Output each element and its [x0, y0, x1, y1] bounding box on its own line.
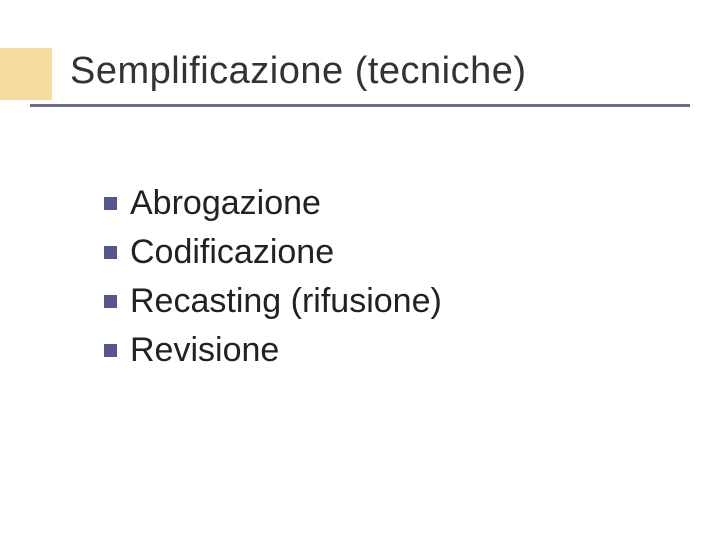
bullet-square-icon: [104, 295, 117, 308]
bullet-square-icon: [104, 246, 117, 259]
bullet-list: Abrogazione Codificazione Recasting (rif…: [104, 184, 442, 380]
list-item: Codificazione: [104, 233, 442, 272]
slide-title: Semplificazione (tecniche): [70, 50, 527, 93]
bullet-label: Abrogazione: [130, 184, 321, 223]
title-underline: [30, 104, 690, 107]
bullet-label: Recasting (rifusione): [130, 282, 442, 321]
accent-square: [0, 48, 52, 100]
bullet-label: Codificazione: [130, 233, 334, 272]
list-item: Recasting (rifusione): [104, 282, 442, 321]
list-item: Revisione: [104, 331, 442, 370]
bullet-square-icon: [104, 197, 117, 210]
bullet-square-icon: [104, 344, 117, 357]
slide-title-region: Semplificazione (tecniche): [70, 50, 527, 93]
list-item: Abrogazione: [104, 184, 442, 223]
bullet-label: Revisione: [130, 331, 279, 370]
